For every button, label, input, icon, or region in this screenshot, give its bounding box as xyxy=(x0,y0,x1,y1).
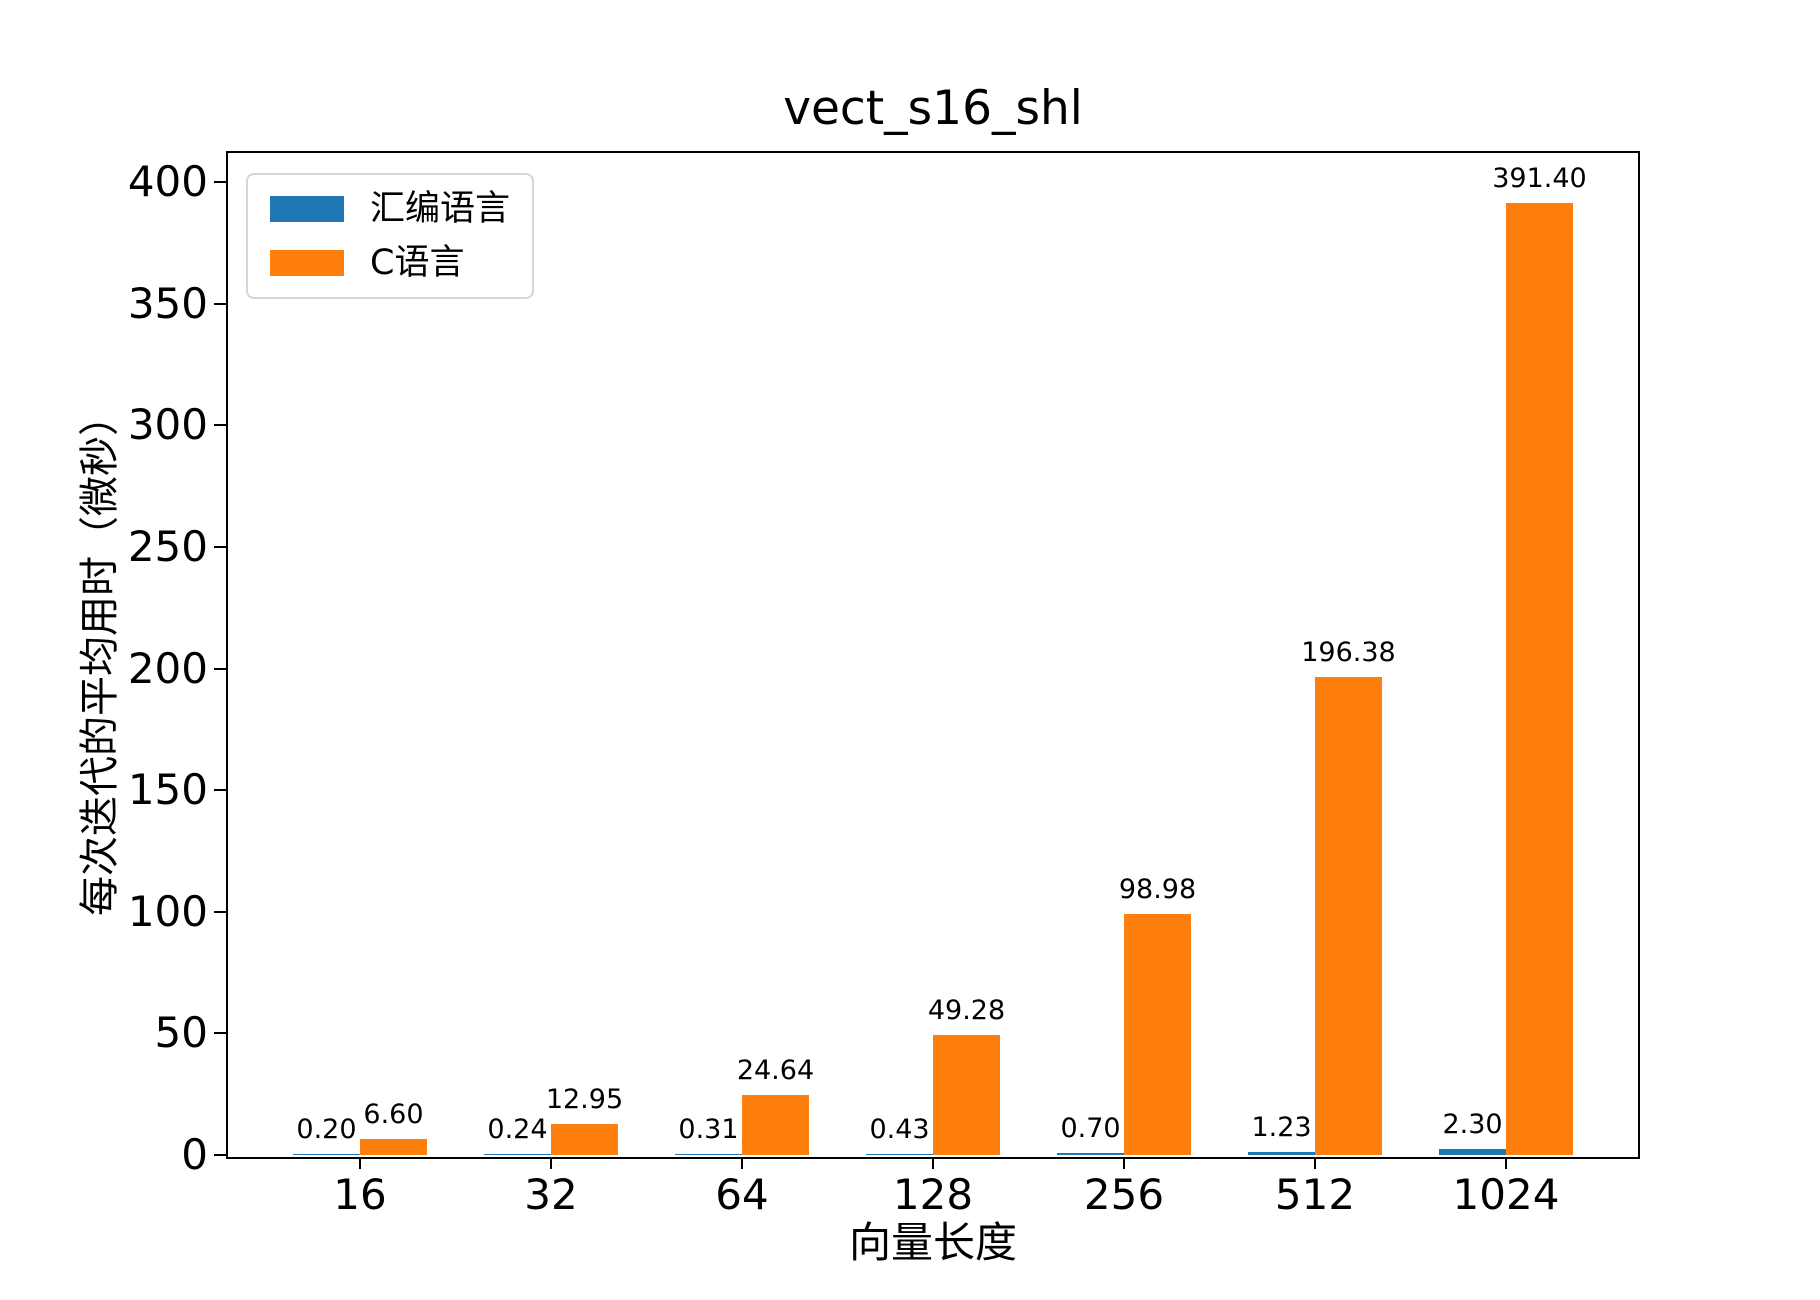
x-tick-label: 1024 xyxy=(1452,1170,1560,1219)
bar-value-label: 6.60 xyxy=(363,1098,424,1130)
x-tick-label: 32 xyxy=(524,1170,578,1219)
x-tick-mark xyxy=(358,1157,361,1169)
y-tick-label: 100 xyxy=(127,886,208,936)
y-tick-mark xyxy=(214,302,226,305)
chart-title: vect_s16_shl xyxy=(783,81,1083,136)
x-tick-mark xyxy=(1314,1157,1316,1169)
bar-value-label: 0.43 xyxy=(869,1113,930,1145)
y-tick-label: 50 xyxy=(154,1008,208,1058)
y-tick-label: 300 xyxy=(127,400,208,450)
bar-value-label: 0.31 xyxy=(678,1114,739,1145)
legend-swatch-assembly xyxy=(270,196,344,222)
bar-value-label: 24.64 xyxy=(736,1055,815,1087)
y-tick-label: 350 xyxy=(127,278,208,328)
bar-value-label: 1.23 xyxy=(1251,1112,1312,1143)
y-tick-mark xyxy=(214,1154,226,1156)
x-tick-mark xyxy=(740,1157,743,1169)
bar-value-label: 0.20 xyxy=(296,1114,357,1145)
y-tick-mark xyxy=(214,910,226,913)
legend-item-c: C语言 xyxy=(270,242,510,284)
y-tick-mark xyxy=(214,1032,226,1035)
bar-value-label: 391.40 xyxy=(1492,163,1587,195)
bar-assembly-16 xyxy=(292,1154,360,1155)
bar-value-label: 12.95 xyxy=(545,1083,624,1115)
legend-label-c: C语言 xyxy=(370,243,465,283)
x-tick-mark xyxy=(1123,1157,1125,1169)
bar-assembly-32 xyxy=(483,1154,551,1155)
y-tick-label: 0 xyxy=(181,1130,208,1179)
bar-assembly-256 xyxy=(1057,1153,1124,1155)
x-axis-label: 向量长度 xyxy=(848,1218,1017,1267)
legend-item-assembly: 汇编语言 xyxy=(270,188,510,230)
bar-assembly-64 xyxy=(674,1154,742,1155)
bar-assembly-1024 xyxy=(1439,1149,1506,1155)
bar-value-label: 2.30 xyxy=(1442,1109,1503,1141)
x-tick-label: 128 xyxy=(892,1170,974,1219)
y-tick-mark xyxy=(214,424,226,427)
x-tick-label: 16 xyxy=(333,1170,387,1219)
bar-c-64 xyxy=(741,1095,809,1155)
legend-label-assembly: 汇编语言 xyxy=(370,189,511,229)
bar-value-label: 0.70 xyxy=(1060,1113,1121,1145)
y-tick-label: 400 xyxy=(127,157,208,207)
x-tick-mark xyxy=(1505,1157,1507,1169)
x-tick-label: 256 xyxy=(1083,1170,1165,1219)
bar-c-512 xyxy=(1315,677,1382,1155)
y-tick-mark xyxy=(214,789,226,792)
bar-value-label: 49.28 xyxy=(927,995,1006,1027)
bar-value-label: 0.24 xyxy=(487,1114,548,1145)
y-tick-mark xyxy=(214,667,226,670)
legend-swatch-c xyxy=(270,250,344,276)
bar-value-label: 98.98 xyxy=(1118,874,1197,906)
bar-c-16 xyxy=(359,1138,427,1155)
legend: 汇编语言 C语言 xyxy=(246,173,535,299)
bar-c-128 xyxy=(933,1035,1000,1155)
bar-value-label: 196.38 xyxy=(1301,637,1396,669)
bar-c-32 xyxy=(550,1123,618,1155)
bar-assembly-128 xyxy=(866,1153,933,1155)
x-tick-mark xyxy=(932,1157,934,1169)
bar-c-1024 xyxy=(1506,203,1573,1155)
y-tick-mark xyxy=(214,545,226,548)
y-tick-label: 150 xyxy=(127,765,208,815)
bar-assembly-512 xyxy=(1248,1152,1315,1155)
y-tick-label: 250 xyxy=(127,521,208,571)
x-tick-label: 512 xyxy=(1274,1170,1356,1219)
x-tick-mark xyxy=(549,1157,552,1169)
bar-c-256 xyxy=(1124,914,1191,1155)
y-tick-label: 200 xyxy=(127,643,208,693)
x-tick-label: 64 xyxy=(715,1170,769,1219)
y-tick-mark xyxy=(214,181,226,184)
